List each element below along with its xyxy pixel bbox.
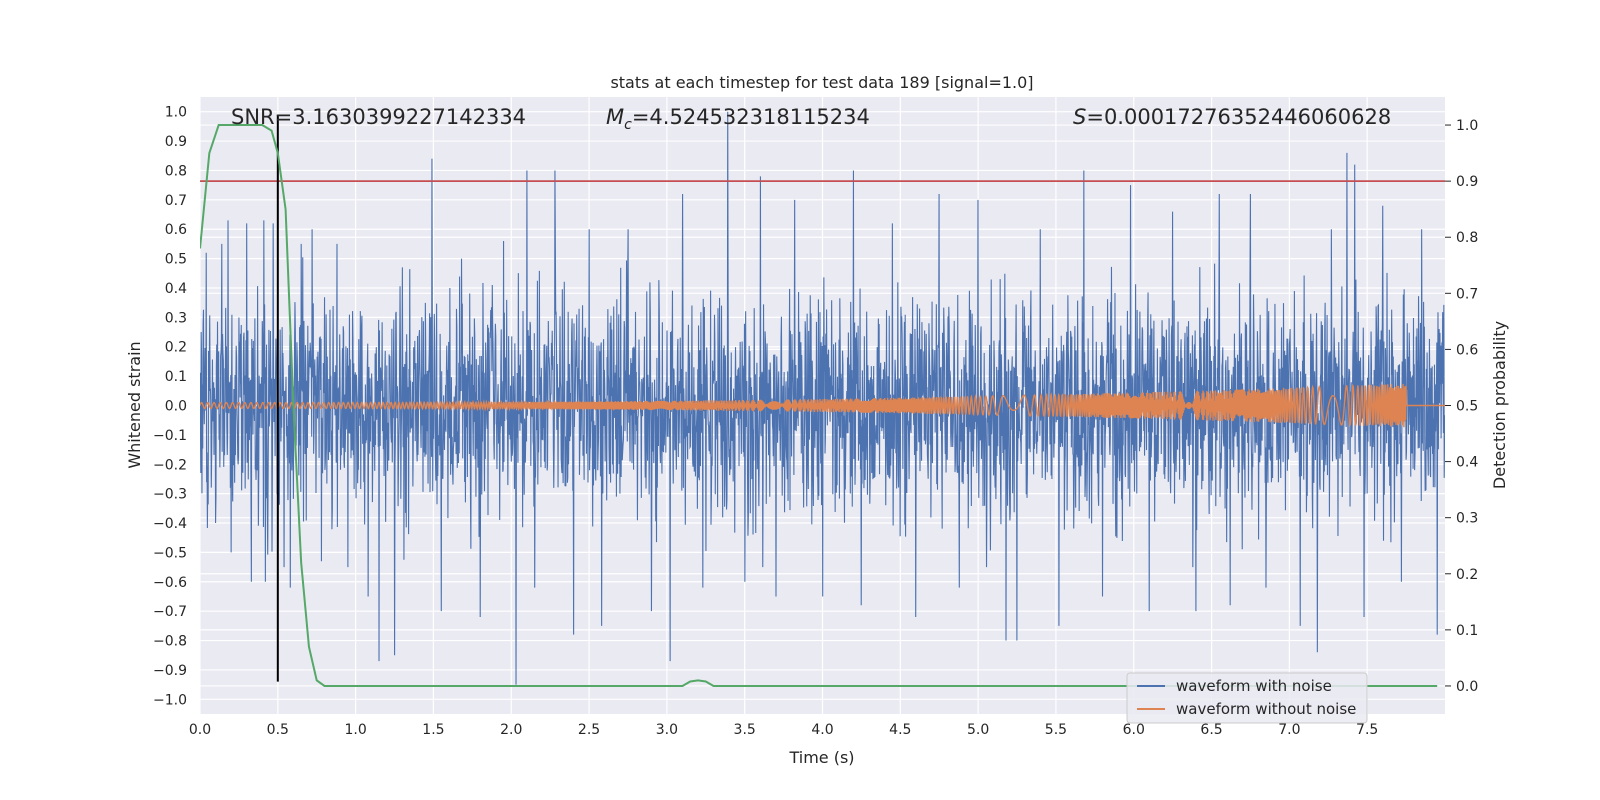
legend-label-noise: waveform with noise	[1176, 677, 1332, 695]
series-detection-probability	[200, 124, 1438, 687]
series-waveform-without-noise	[200, 383, 1445, 428]
s-annotation: S=0.00017276352446060628	[1073, 105, 1391, 129]
x-tick-label: 0.5	[267, 722, 289, 738]
x-tick-label: 5.0	[967, 722, 989, 738]
x-tick-label: 7.0	[1278, 722, 1300, 738]
x-tick-label: 2.5	[578, 722, 600, 738]
x-tick-label: 2.0	[500, 722, 522, 738]
left-y-tick-label: −0.3	[153, 487, 187, 503]
left-y-tick-label: 0.6	[165, 222, 187, 238]
legend: waveform with noise waveform without noi…	[1126, 672, 1368, 724]
left-y-tick-labels: 1.0 0.9 0.8 0.7 0.6 0.5 0.4 0.3 0.2 0.1 0.0 −0.1 −0.…	[153, 105, 187, 709]
snr-annotation: SNR=3.1630399227142334	[231, 105, 526, 129]
left-y-axis-label: Whitened strain	[125, 341, 144, 468]
right-y-tick-labels: 1.0 0.9 0.8 0.7 0.6 0.5 0.4 0.3 0.2 0.1 0.0	[1445, 118, 1478, 695]
x-tick-label: 3.0	[656, 722, 678, 738]
left-y-tick-label: −0.8	[153, 634, 187, 650]
x-tick-label: 3.5	[734, 722, 756, 738]
x-tick-label: 4.0	[811, 722, 833, 738]
x-axis-label: Time (s)	[788, 748, 854, 767]
right-y-tick-label: 1.0	[1456, 118, 1478, 134]
left-y-tick-label: −0.1	[153, 428, 187, 444]
right-y-axis-label: Detection probability	[1490, 321, 1509, 489]
x-tick-label: 1.5	[422, 722, 444, 738]
legend-label-clean: waveform without noise	[1176, 700, 1356, 718]
x-tick-label: 1.0	[344, 722, 366, 738]
left-y-tick-label: 0.4	[165, 281, 187, 297]
right-y-tick-label: 0.0	[1456, 679, 1478, 695]
x-tick-label: 6.0	[1123, 722, 1145, 738]
left-y-tick-label: −0.6	[153, 575, 187, 591]
mc-annotation: Mc=4.524532318115234	[606, 105, 870, 133]
left-y-tick-label: 0.7	[165, 193, 187, 209]
left-y-tick-label: 0.9	[165, 134, 187, 150]
left-y-tick-label: 1.0	[165, 105, 187, 121]
series-waveform-with-noise	[200, 111, 1445, 685]
left-y-tick-label: 0.1	[165, 369, 187, 385]
right-y-tick-label: 0.1	[1456, 623, 1478, 639]
left-y-tick-label: −0.2	[153, 457, 187, 473]
right-y-tick-label: 0.8	[1456, 230, 1478, 246]
right-y-tick-label: 0.7	[1456, 286, 1478, 302]
left-y-tick-label: 0.8	[165, 163, 187, 179]
left-y-tick-label: 0.0	[165, 399, 187, 415]
right-y-tick-label: 0.5	[1456, 399, 1478, 415]
left-y-tick-label: 0.2	[165, 340, 187, 356]
x-tick-label: 7.5	[1356, 722, 1378, 738]
right-y-tick-label: 0.4	[1456, 455, 1478, 471]
left-y-tick-label: −1.0	[153, 692, 187, 708]
x-tick-label: 4.5	[889, 722, 911, 738]
left-y-tick-label: 0.3	[165, 310, 187, 326]
x-tick-label: 0.0	[189, 722, 211, 738]
x-tick-labels: 0.0 0.5 1.0 1.5 2.0 2.5 3.0 3.5 4.0 4.5 5.0 5.5 6.0 6…	[189, 722, 1378, 738]
left-y-tick-label: −0.9	[153, 663, 187, 679]
chart-title: stats at each timestep for test data 189…	[610, 73, 1033, 92]
left-y-tick-label: 0.5	[165, 252, 187, 268]
x-tick-label: 6.5	[1200, 722, 1222, 738]
left-y-tick-label: −0.5	[153, 545, 187, 561]
x-tick-label: 5.5	[1045, 722, 1067, 738]
left-y-tick-label: −0.4	[153, 516, 187, 532]
left-y-tick-label: −0.7	[153, 604, 187, 620]
right-y-tick-label: 0.6	[1456, 342, 1478, 358]
right-y-tick-label: 0.3	[1456, 511, 1478, 527]
right-y-tick-label: 0.9	[1456, 174, 1478, 190]
right-y-tick-label: 0.2	[1456, 567, 1478, 583]
